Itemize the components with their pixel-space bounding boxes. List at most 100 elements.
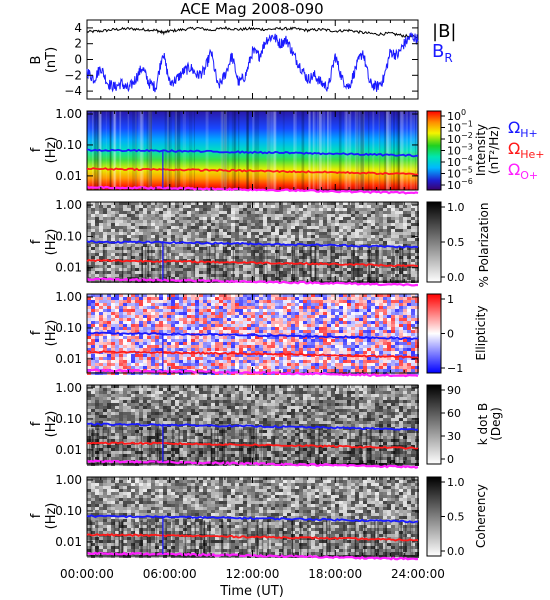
spectrogram-cell bbox=[327, 277, 331, 280]
spectrogram-cell bbox=[135, 366, 139, 369]
spectrogram-cell bbox=[191, 229, 195, 232]
spectrogram-cell bbox=[199, 244, 203, 247]
spectrogram-cell bbox=[307, 247, 311, 250]
spectrogram-cell bbox=[199, 274, 203, 277]
spectrogram-cell bbox=[275, 244, 279, 247]
spectrogram-cell bbox=[291, 300, 295, 303]
spectrogram-cell bbox=[295, 297, 299, 300]
spectrogram-cell bbox=[147, 318, 151, 321]
spectrogram-cell bbox=[235, 265, 239, 268]
spectrogram-cell bbox=[187, 336, 191, 339]
spectrogram-cell bbox=[207, 354, 211, 357]
spectrogram-cell bbox=[315, 297, 319, 300]
spectrogram-cell bbox=[215, 253, 219, 256]
spectrogram-cell bbox=[275, 220, 279, 223]
spectrogram-cell bbox=[111, 268, 115, 271]
spectrogram-cell bbox=[323, 388, 327, 391]
spectrogram-cell bbox=[195, 309, 199, 312]
spectrogram-cell bbox=[343, 250, 347, 253]
spectrogram-cell bbox=[283, 357, 287, 360]
spectrogram-cell bbox=[119, 315, 123, 318]
intensity-streak bbox=[358, 111, 362, 190]
spectrogram-cell bbox=[243, 385, 247, 388]
spectrogram-cell bbox=[207, 259, 211, 262]
spectrogram-cell bbox=[107, 208, 111, 211]
spectrogram-cell bbox=[235, 226, 239, 229]
spectrogram-cell bbox=[99, 345, 103, 348]
spectrogram-cell bbox=[359, 259, 363, 262]
spectrogram-cell bbox=[103, 345, 107, 348]
spectrogram-cell bbox=[235, 357, 239, 360]
intensity-streak bbox=[322, 111, 326, 190]
spectrogram-cell bbox=[119, 345, 123, 348]
spectrogram-cell bbox=[263, 202, 267, 205]
spectrogram-cell bbox=[319, 360, 323, 363]
spectrogram-cell bbox=[191, 262, 195, 265]
spectrogram-cell bbox=[203, 363, 207, 366]
spectrogram-cell bbox=[367, 312, 371, 315]
spectrogram-cell bbox=[291, 324, 295, 327]
spectrogram-cell bbox=[399, 220, 403, 223]
spectrogram-cell bbox=[195, 357, 199, 360]
spectrogram-cell bbox=[99, 235, 103, 238]
spectrogram-cell bbox=[283, 300, 287, 303]
spectrogram-cell bbox=[155, 385, 159, 388]
spectrogram-cell bbox=[355, 345, 359, 348]
spectrogram-cell bbox=[219, 309, 223, 312]
spectrogram-cell bbox=[335, 366, 339, 369]
spectrogram-cell bbox=[327, 360, 331, 363]
spectrogram-cell bbox=[191, 220, 195, 223]
spectrogram-cell bbox=[131, 220, 135, 223]
spectrogram-cell bbox=[367, 235, 371, 238]
spectrogram-cell bbox=[343, 229, 347, 232]
spectrogram-cell bbox=[235, 330, 239, 333]
spectrogram-cell bbox=[271, 277, 275, 280]
spectrogram-cell bbox=[267, 247, 271, 250]
spectrogram-cell bbox=[239, 297, 243, 300]
spectrogram-cell bbox=[203, 312, 207, 315]
intensity-streak bbox=[254, 111, 257, 190]
spectrogram-cell bbox=[107, 348, 111, 351]
spectrogram-cell bbox=[415, 241, 419, 244]
spectrogram-cell bbox=[127, 342, 131, 345]
spectrogram-cell bbox=[355, 306, 359, 309]
spectrogram-cell bbox=[231, 268, 235, 271]
spectrogram-cell bbox=[243, 277, 247, 280]
intensity-streak bbox=[312, 111, 316, 190]
spectrogram-cell bbox=[135, 318, 139, 321]
spectrogram-cell bbox=[179, 250, 183, 253]
spectrogram-cell bbox=[407, 223, 411, 226]
spectrogram-cell bbox=[187, 277, 191, 280]
spectrogram-cell bbox=[123, 330, 127, 333]
intensity-streak bbox=[348, 111, 352, 190]
spectrogram-cell bbox=[271, 336, 275, 339]
spectrogram-cell bbox=[283, 247, 287, 250]
spectrogram-cell bbox=[179, 342, 183, 345]
spectrogram-cell bbox=[119, 214, 123, 217]
spectrogram-cell bbox=[311, 306, 315, 309]
spectrogram-cell bbox=[219, 300, 223, 303]
spectrogram-cell bbox=[191, 232, 195, 235]
spectrogram-cell bbox=[195, 226, 199, 229]
spectrogram-cell bbox=[255, 336, 259, 339]
spectrogram-cell bbox=[403, 271, 407, 274]
spectrogram-cell bbox=[203, 297, 207, 300]
spectrogram-cell bbox=[251, 238, 255, 241]
spectrogram-cell bbox=[235, 306, 239, 309]
spectrogram-cell bbox=[407, 303, 411, 306]
spectrogram-cell bbox=[151, 247, 155, 250]
spectrogram-cell bbox=[295, 357, 299, 360]
spectrogram-cell bbox=[155, 324, 159, 327]
spectrogram-cell bbox=[259, 253, 263, 256]
spectrogram-cell bbox=[403, 277, 407, 280]
spectrogram-cell bbox=[223, 388, 227, 391]
spectrogram-cell bbox=[371, 268, 375, 271]
spectrogram-cell bbox=[175, 363, 179, 366]
spectrogram-cell bbox=[343, 220, 347, 223]
spectrogram-cell bbox=[151, 277, 155, 280]
spectrogram-cell bbox=[267, 306, 271, 309]
spectrogram-cell bbox=[351, 385, 355, 388]
spectrogram-cell bbox=[343, 238, 347, 241]
spectrogram-cell bbox=[143, 277, 147, 280]
spectrogram-cell bbox=[259, 327, 263, 330]
